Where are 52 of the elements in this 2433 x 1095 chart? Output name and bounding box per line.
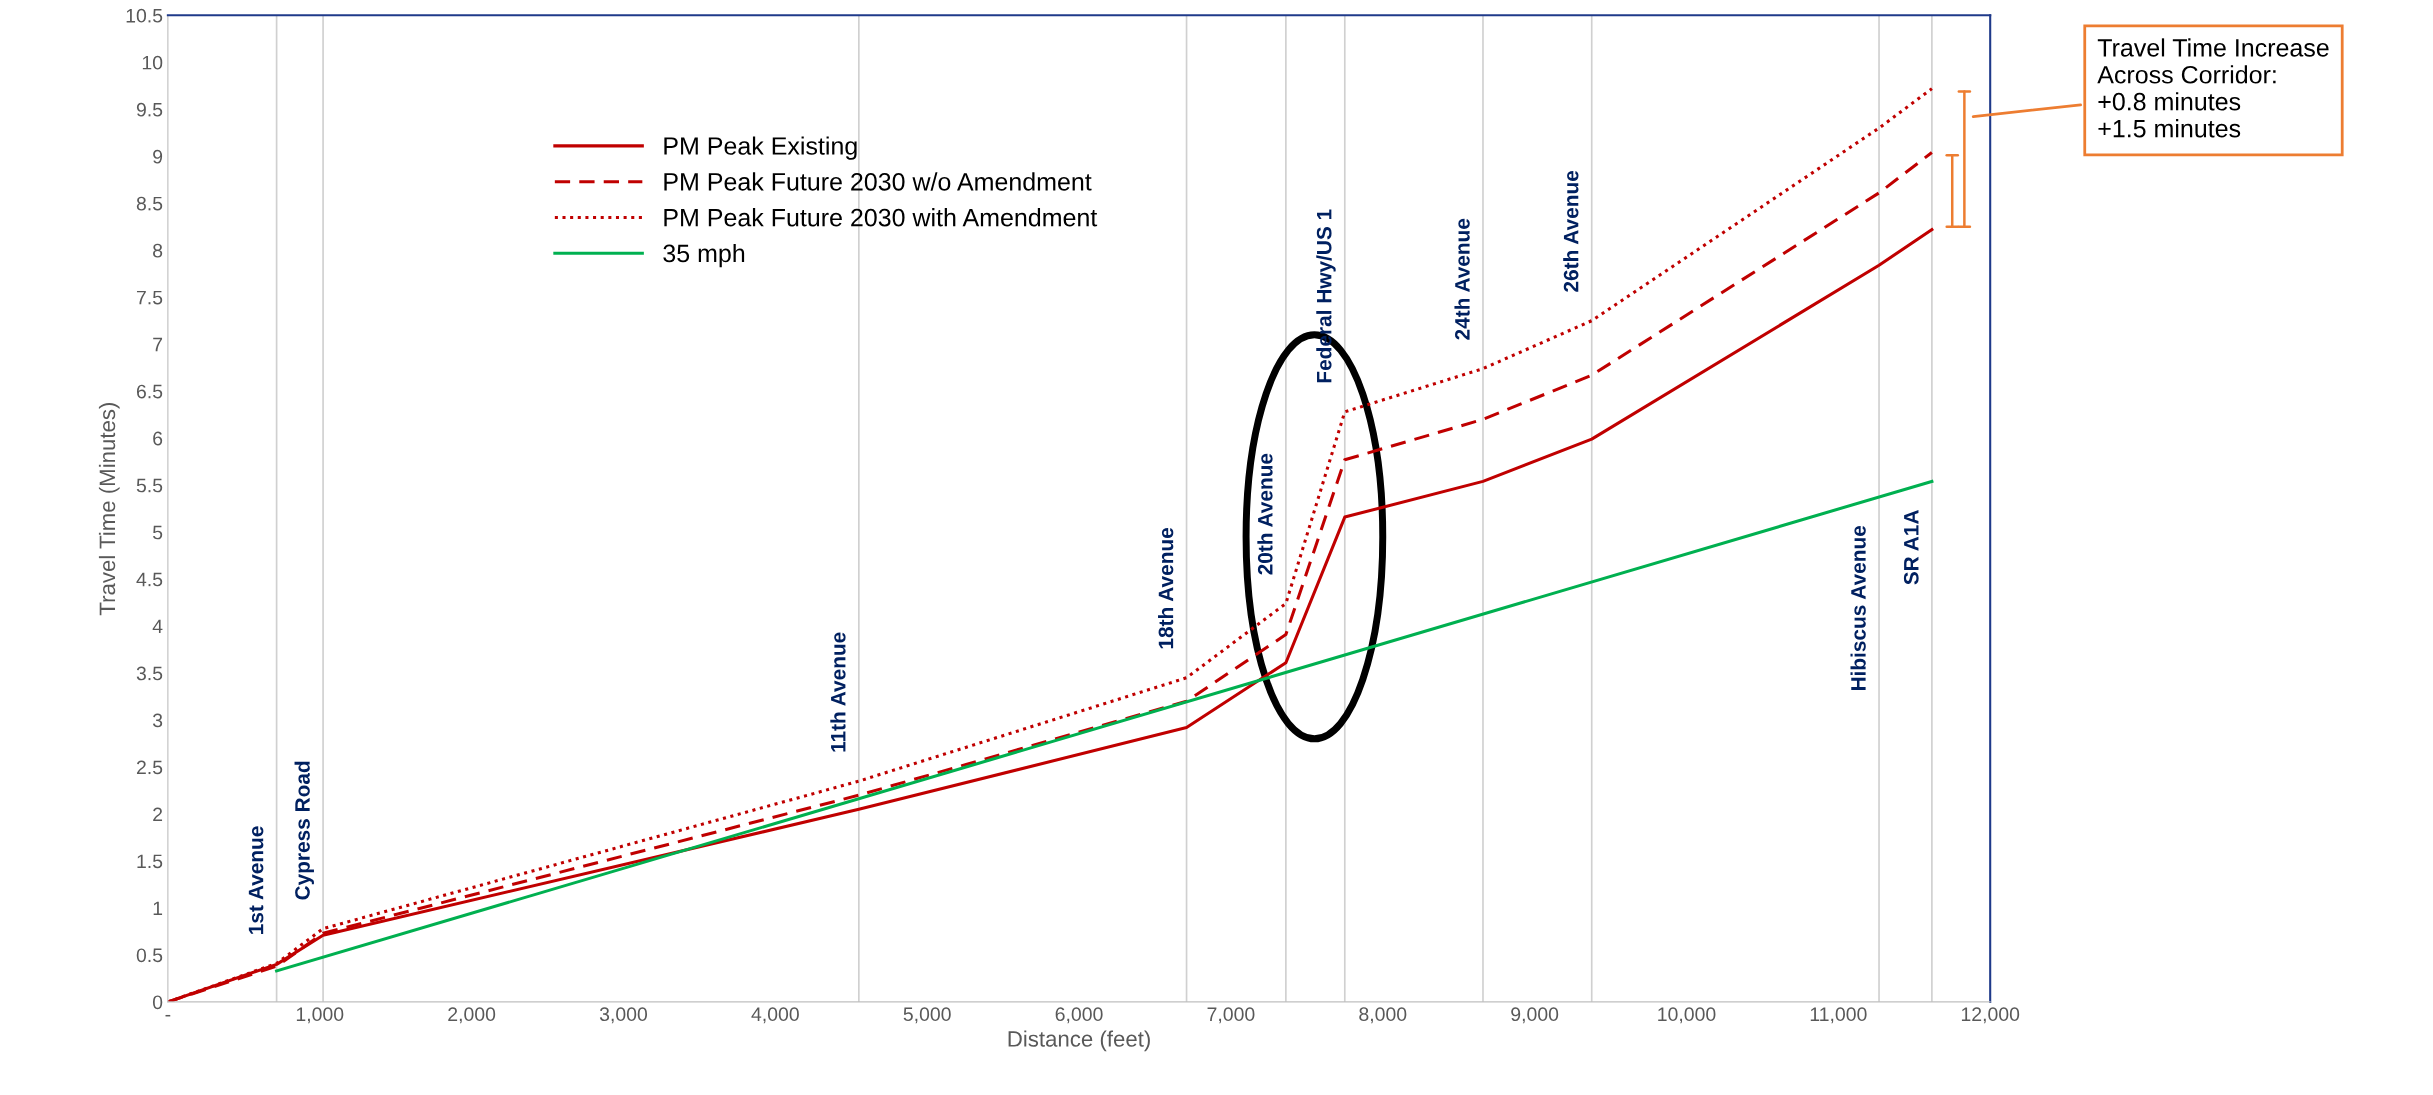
y-tick-label: 6.5	[136, 384, 163, 399]
ref-line-label: Cypress Road	[294, 761, 314, 900]
y-tick-label: 2.5	[136, 760, 163, 775]
text: Travel Time Increase Across Corridor: +0.8 minutes +1.5 minutes	[2097, 38, 2329, 138]
ref-line-label: 26th Avenue	[1563, 170, 1579, 292]
y-tick-label: 6	[153, 431, 163, 446]
y-tick-label: 8.5	[136, 196, 163, 211]
y-tick-label: 3	[152, 713, 163, 728]
y-tick-label: 7	[153, 337, 163, 352]
x-tick-label: 8,000	[1359, 1007, 1407, 1024]
y-tick-label: 8	[153, 243, 163, 258]
x-tick-label: 12,000	[1961, 1007, 2020, 1024]
y-axis-title: Travel Time (Minutes)	[98, 402, 120, 616]
x-tick-label: 11,000	[1810, 1007, 1867, 1024]
ref-line-label: 1st Avenue	[248, 826, 264, 934]
ref-line-label: 18th Avenue	[1158, 527, 1174, 649]
y-tick-label: 4.5	[136, 572, 163, 587]
y-tick-label: 1	[153, 901, 163, 916]
y-tick-label: 9.5	[136, 102, 163, 117]
y-tick-label: 10	[142, 55, 163, 70]
y-tick-label: 3.5	[136, 666, 163, 681]
y-tick-label: 0	[152, 995, 163, 1010]
legend-label: PM Peak Future 2030 with Amendment	[664, 208, 1098, 227]
y-tick-label: 0.5	[136, 948, 163, 963]
legend-label: PM Peak Future 2030 w/o Amendment	[664, 172, 1092, 191]
x-tick-label: -	[165, 1014, 171, 1017]
x-tick-label: 6,000	[1055, 1007, 1103, 1024]
y-tick-label: 7.5	[136, 290, 163, 305]
x-axis-title: Distance (feet)	[1008, 1030, 1150, 1052]
x-tick-label: 3,000	[599, 1007, 648, 1024]
ref-line-label: SR A1A	[1903, 510, 1919, 585]
y-tick-label: 9	[153, 149, 163, 164]
x-tick-label: 7,000	[1207, 1007, 1255, 1024]
y-tick-label: 1.5	[137, 854, 163, 869]
ref-line-label: 11th Avenue	[830, 632, 846, 752]
legend-label: 35 mph	[663, 243, 745, 268]
x-tick-label: 1,000	[296, 1007, 344, 1024]
ref-line-label: Federal Hwy/US 1	[1316, 209, 1336, 383]
y-tick-label: 4	[152, 619, 163, 634]
ref-line-label: 24th Avenue	[1454, 218, 1470, 340]
y-tick-label: 10.5	[126, 8, 163, 23]
x-tick-label: 4,000	[751, 1007, 799, 1024]
y-tick-label: 5	[152, 525, 163, 540]
x-tick-label: 10,000	[1658, 1007, 1716, 1024]
y-tick-label: 5.5	[136, 478, 163, 493]
ref-line-label: Hibiscus Avenue	[1850, 525, 1866, 691]
x-tick-label: 5,000	[903, 1007, 951, 1024]
x-tick-label: 2,000	[448, 1007, 496, 1024]
x-tick-label: 9,000	[1511, 1007, 1559, 1024]
ref-line-label: 20th Avenue	[1257, 453, 1273, 575]
legend-label: PM Peak Existing	[664, 136, 857, 160]
y-tick-label: 2	[153, 807, 163, 822]
